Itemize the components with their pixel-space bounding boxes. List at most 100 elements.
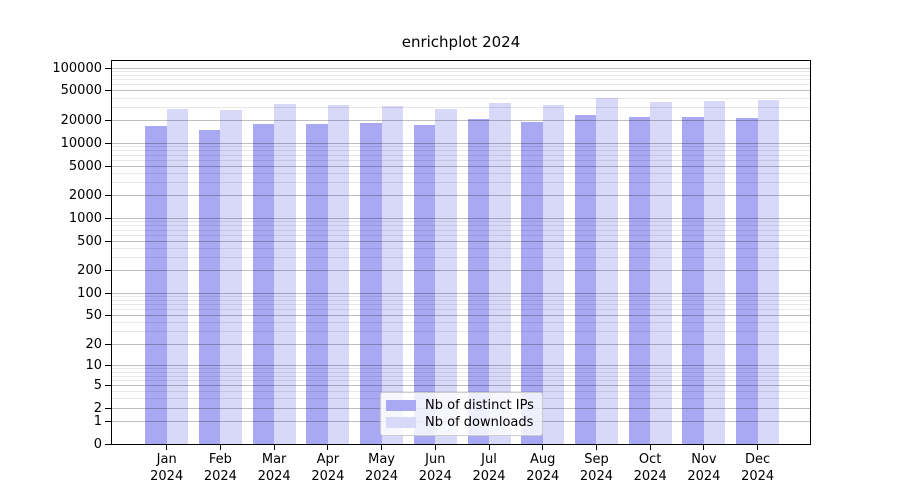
legend-label-downloads: Nb of downloads bbox=[425, 415, 534, 430]
bar-ips-jan bbox=[145, 126, 167, 444]
x-tick-mark bbox=[166, 445, 168, 450]
x-tick-label-line: 2024 bbox=[203, 468, 237, 484]
y-tick-label: 20 bbox=[85, 337, 102, 353]
x-tick-mark bbox=[542, 445, 544, 450]
x-tick-label-line: Apr bbox=[316, 452, 340, 467]
x-tick-label-line: Aug bbox=[530, 452, 556, 467]
y-tick-mark bbox=[105, 443, 111, 445]
bar-ips-oct bbox=[628, 116, 651, 444]
x-tick-label-line: 2024 bbox=[365, 468, 399, 484]
y-tick-mark bbox=[105, 195, 111, 197]
x-tick-label-line: Feb bbox=[208, 452, 232, 467]
x-tick-label-line: 2024 bbox=[741, 468, 775, 484]
y-tick-mark bbox=[105, 365, 111, 367]
x-tick-label-line: 2024 bbox=[472, 468, 506, 484]
x-tick-label: Aug 2024 bbox=[508, 452, 578, 485]
y-tick-label: 50000 bbox=[60, 83, 102, 99]
bar-downloads-feb bbox=[220, 109, 242, 444]
bars-layer bbox=[112, 61, 810, 444]
chart-title: enrichplot 2024 bbox=[401, 33, 521, 51]
x-tick-mark bbox=[273, 445, 275, 450]
x-tick-mark bbox=[327, 445, 329, 450]
y-tick-mark bbox=[105, 142, 111, 144]
x-tick-label-line: 2024 bbox=[526, 468, 560, 484]
bar-downloads-apr bbox=[327, 104, 350, 444]
y-tick-label: 0 bbox=[93, 436, 102, 452]
y-tick-mark bbox=[105, 270, 111, 272]
x-tick-label-line: 2024 bbox=[311, 468, 345, 484]
bar-downloads-mar bbox=[274, 103, 296, 444]
y-tick-mark bbox=[105, 385, 111, 387]
x-tick-mark bbox=[488, 445, 490, 450]
x-tick-label-line: 2024 bbox=[418, 468, 452, 484]
x-tick-label-line: Mar bbox=[261, 452, 287, 467]
x-tick-label-line: Sep bbox=[584, 452, 609, 467]
bar-ips-jun bbox=[413, 125, 436, 444]
y-tick-mark bbox=[105, 165, 111, 167]
bar-ips-aug bbox=[521, 121, 543, 444]
y-tick-mark bbox=[105, 90, 111, 92]
x-tick-label-line: Jan bbox=[156, 452, 177, 467]
x-tick-label: Sep 2024 bbox=[561, 452, 631, 485]
y-tick-label: 100 bbox=[77, 285, 102, 301]
x-tick-label: Mar 2024 bbox=[239, 452, 309, 485]
bar-downloads-oct bbox=[650, 101, 672, 444]
y-tick-label: 1000 bbox=[68, 211, 102, 227]
x-tick-label: Nov 2024 bbox=[669, 452, 739, 485]
x-tick-mark bbox=[434, 445, 436, 450]
x-tick-label-line: 2024 bbox=[150, 468, 184, 484]
x-tick-mark bbox=[649, 445, 651, 450]
y-tick-mark bbox=[105, 240, 111, 242]
bar-ips-apr bbox=[306, 124, 328, 444]
x-tick-label-line: Jul bbox=[481, 452, 497, 467]
bar-downloads-jun bbox=[435, 108, 457, 444]
y-tick-label: 2000 bbox=[68, 188, 102, 204]
x-tick-label: Dec 2024 bbox=[723, 452, 793, 485]
x-tick-label-line: 2024 bbox=[257, 468, 291, 484]
bar-ips-may bbox=[360, 123, 382, 444]
y-tick-label: 20000 bbox=[60, 113, 102, 129]
x-tick-mark bbox=[219, 445, 221, 450]
x-tick-label: Jan 2024 bbox=[132, 452, 202, 485]
y-tick-label: 500 bbox=[77, 233, 102, 249]
x-tick-label: May 2024 bbox=[347, 452, 417, 485]
plot-area: Nb of distinct IPs Nb of downloads bbox=[111, 60, 811, 445]
bar-ips-dec bbox=[736, 117, 758, 444]
x-tick-mark bbox=[757, 445, 759, 450]
bar-downloads-may bbox=[381, 105, 404, 444]
y-tick-label: 100000 bbox=[52, 60, 102, 76]
y-tick-label: 10 bbox=[85, 358, 102, 374]
x-tick-mark bbox=[595, 445, 597, 450]
y-tick-mark bbox=[105, 67, 111, 69]
y-tick-mark bbox=[105, 420, 111, 422]
y-tick-mark bbox=[105, 120, 111, 122]
y-tick-mark bbox=[105, 344, 111, 346]
bar-downloads-jan bbox=[166, 108, 189, 444]
x-tick-label-line: Nov bbox=[691, 452, 717, 467]
x-tick-label-line: Jun bbox=[425, 452, 446, 467]
legend-swatch-downloads bbox=[386, 417, 416, 428]
bar-ips-nov bbox=[682, 116, 704, 444]
legend-item-downloads: Nb of downloads bbox=[386, 415, 536, 430]
legend-swatch-ips bbox=[386, 400, 416, 411]
legend-label-ips: Nb of distinct IPs bbox=[425, 398, 534, 413]
bar-ips-feb bbox=[198, 130, 221, 444]
y-tick-label: 10000 bbox=[60, 135, 102, 151]
y-tick-mark bbox=[105, 218, 111, 220]
x-tick-label: Apr 2024 bbox=[293, 452, 363, 485]
x-tick-label: Oct 2024 bbox=[615, 452, 685, 485]
y-tick-label: 200 bbox=[77, 263, 102, 279]
bar-ips-mar bbox=[252, 124, 275, 444]
x-tick-label-line: Dec bbox=[745, 452, 771, 467]
bar-downloads-dec bbox=[757, 99, 780, 444]
y-tick-label: 1 bbox=[93, 413, 102, 429]
y-tick-label: 2 bbox=[93, 400, 102, 416]
bar-ips-jul bbox=[467, 119, 490, 444]
y-tick-label: 5 bbox=[93, 378, 102, 394]
x-tick-mark bbox=[381, 445, 383, 450]
bar-ips-sep bbox=[574, 114, 597, 444]
bar-downloads-aug bbox=[542, 105, 565, 444]
x-tick-label-line: 2024 bbox=[579, 468, 613, 484]
x-tick-label-line: May bbox=[368, 452, 396, 467]
